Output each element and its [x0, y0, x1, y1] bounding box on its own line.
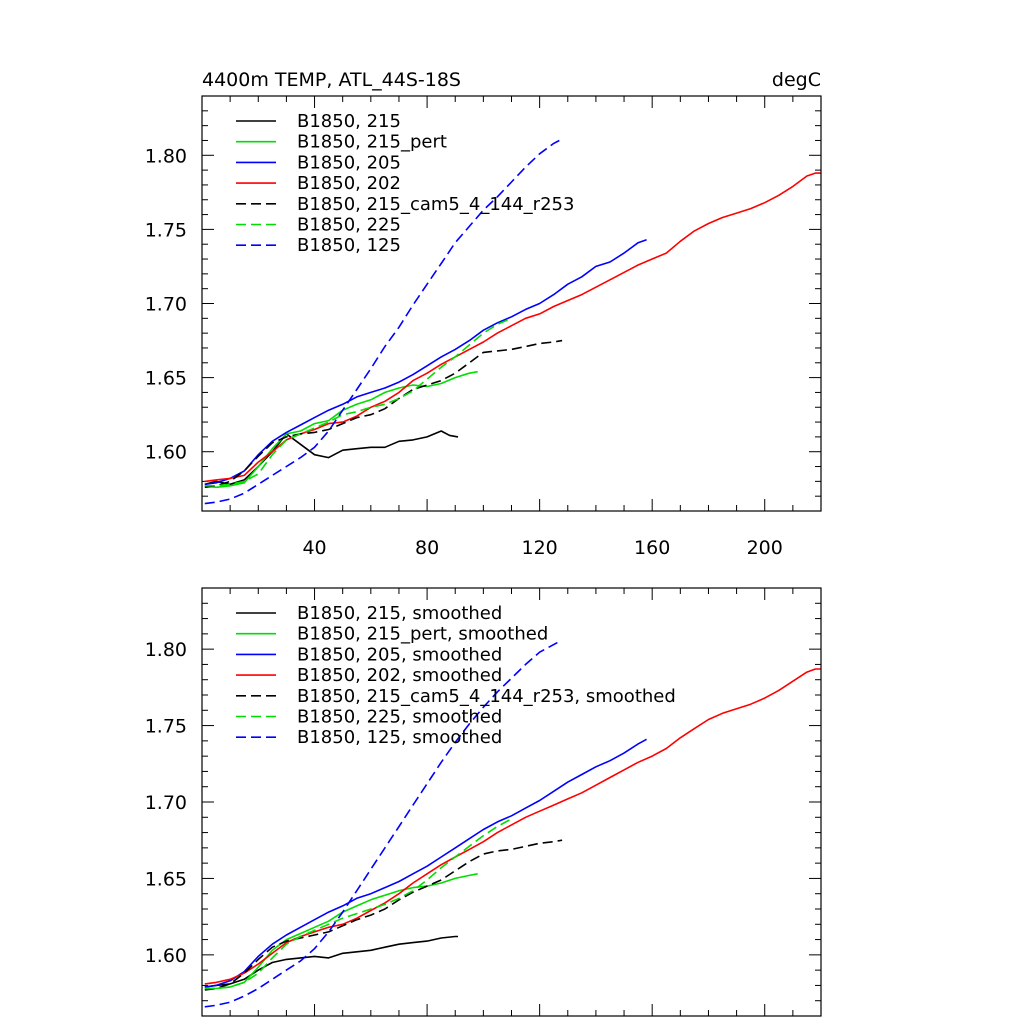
y-tick-label: 1.65	[145, 868, 187, 890]
x-tick-label: 40	[302, 537, 326, 559]
legend-label-0: B1850, 215	[297, 111, 401, 132]
series-line-6	[204, 139, 560, 505]
legend-label-1: B1850, 215_pert	[297, 132, 447, 153]
y-tick-label: 1.80	[145, 639, 187, 661]
series-line-0	[204, 935, 458, 988]
legend-label-5: B1850, 225	[297, 215, 401, 236]
bottom-panel: 1.60 1.65 1.70 1.75 1.80 B1850, 215, smoothed…	[145, 587, 822, 1017]
figure-units: degC	[772, 69, 821, 91]
series-line-5	[204, 818, 512, 990]
x-tick-label: 120	[522, 537, 558, 559]
legend-label-1: B1850, 215_pert, smoothed	[297, 624, 548, 645]
series-line-0	[204, 430, 459, 486]
y-tick-label: 1.70	[145, 792, 187, 814]
y-tick-label: 1.60	[145, 945, 187, 967]
x-tick-label: 80	[415, 537, 439, 559]
legend-label-3: B1850, 202	[297, 173, 401, 194]
plot-frame	[201, 95, 822, 512]
legend-label-4: B1850, 215_cam5_4_144_r253	[297, 194, 574, 215]
legend-label-3: B1850, 202, smoothed	[297, 665, 502, 686]
legend-label-4: B1850, 215_cam5_4_144_r253, smoothed	[297, 686, 676, 707]
y-tick-label: 1.80	[145, 145, 187, 167]
series-line-4	[204, 839, 563, 991]
legend-label-5: B1850, 225, smoothed	[297, 707, 502, 728]
x-tick-label: 200	[747, 537, 783, 559]
series-line-6	[204, 640, 560, 1008]
series-line-5	[204, 317, 512, 487]
legend-label-6: B1850, 125, smoothed	[297, 727, 502, 748]
figure-title: 4400m TEMP, ATL_44S-18S	[202, 69, 461, 91]
series-line-2	[204, 239, 647, 486]
y-tick-label: 1.60	[145, 442, 187, 464]
legend-label-0: B1850, 215, smoothed	[297, 603, 502, 624]
series-lines	[204, 640, 821, 1008]
y-tick-label: 1.70	[145, 294, 187, 316]
legend-label-6: B1850, 125	[297, 235, 401, 256]
legend-label-2: B1850, 205, smoothed	[297, 644, 502, 665]
plot-frame	[201, 587, 822, 1017]
x-tick-label: 160	[634, 537, 670, 559]
series-line-4	[204, 339, 563, 489]
y-tick-label: 1.75	[145, 219, 187, 241]
series-lines	[204, 139, 821, 505]
top-panel: 1.60 1.65 1.70 1.75 1.80 40 80 120 160 200 B1850, …	[145, 95, 822, 559]
y-tick-label: 1.75	[145, 716, 187, 738]
series-line-2	[204, 738, 647, 988]
legend-label-2: B1850, 205	[297, 152, 401, 173]
y-tick-label: 1.65	[145, 368, 187, 390]
